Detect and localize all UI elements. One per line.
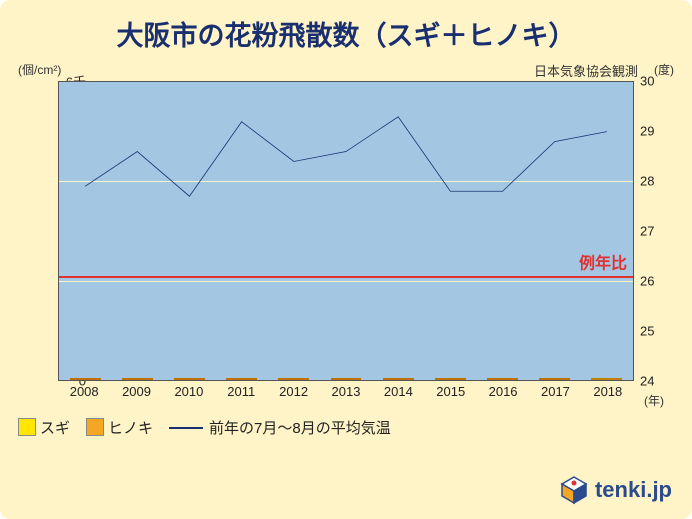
x-tick-label: 2018 — [593, 384, 622, 399]
x-axis: (年) 200820092010201120122013201420152016… — [58, 381, 634, 411]
y-right-tick: 28 — [640, 174, 674, 189]
x-tick-label: 2012 — [279, 384, 308, 399]
legend-item-hinoki: ヒノキ — [86, 417, 153, 438]
axis-label-row: (個/cm²) 日本気象協会観測 (度) — [18, 61, 674, 79]
temperature-line — [59, 82, 633, 380]
y-right-ticks: 24252627282930 — [640, 81, 674, 381]
x-tick-label: 2011 — [227, 384, 255, 399]
source-label: 日本気象協会観測 — [534, 61, 638, 80]
tenki-logo-text: tenki.jp — [595, 477, 672, 503]
y-right-tick: 26 — [640, 274, 674, 289]
legend-item-line: 前年の7月～8月の平均気温 — [169, 417, 391, 438]
y-left-ticks: 02千4千6千 — [18, 81, 52, 381]
y-right-tick: 29 — [640, 124, 674, 139]
tenki-logo: tenki.jp — [559, 475, 672, 505]
x-tick-label: 2017 — [541, 384, 570, 399]
plot-area: 例年比 — [58, 81, 634, 381]
x-unit: (年) — [644, 392, 664, 409]
swatch-line — [169, 427, 203, 429]
swatch-sugi — [18, 418, 36, 436]
y-right-tick: 27 — [640, 224, 674, 239]
x-tick-label: 2014 — [384, 384, 413, 399]
x-tick-label: 2009 — [122, 384, 151, 399]
chart-container: 大阪市の花粉飛散数（スギ＋ヒノキ） (個/cm²) 日本気象協会観測 (度) 0… — [0, 0, 692, 519]
x-tick-label: 2010 — [174, 384, 203, 399]
x-tick-label: 2015 — [436, 384, 465, 399]
y-right-tick: 25 — [640, 324, 674, 339]
x-tick-label: 2008 — [70, 384, 99, 399]
tenki-logo-icon — [559, 475, 589, 505]
chart-title: 大阪市の花粉飛散数（スギ＋ヒノキ） — [18, 14, 674, 53]
x-tick-label: 2016 — [489, 384, 518, 399]
legend-item-sugi: スギ — [18, 417, 70, 438]
swatch-hinoki — [86, 418, 104, 436]
y-right-tick: 24 — [640, 374, 674, 389]
x-tick-label: 2013 — [332, 384, 361, 399]
legend: スギ ヒノキ 前年の7月～8月の平均気温 — [18, 417, 674, 438]
chart-area: 02千4千6千 24252627282930 例年比 (年) 200820092… — [18, 81, 674, 411]
y-right-tick: 30 — [640, 74, 674, 89]
